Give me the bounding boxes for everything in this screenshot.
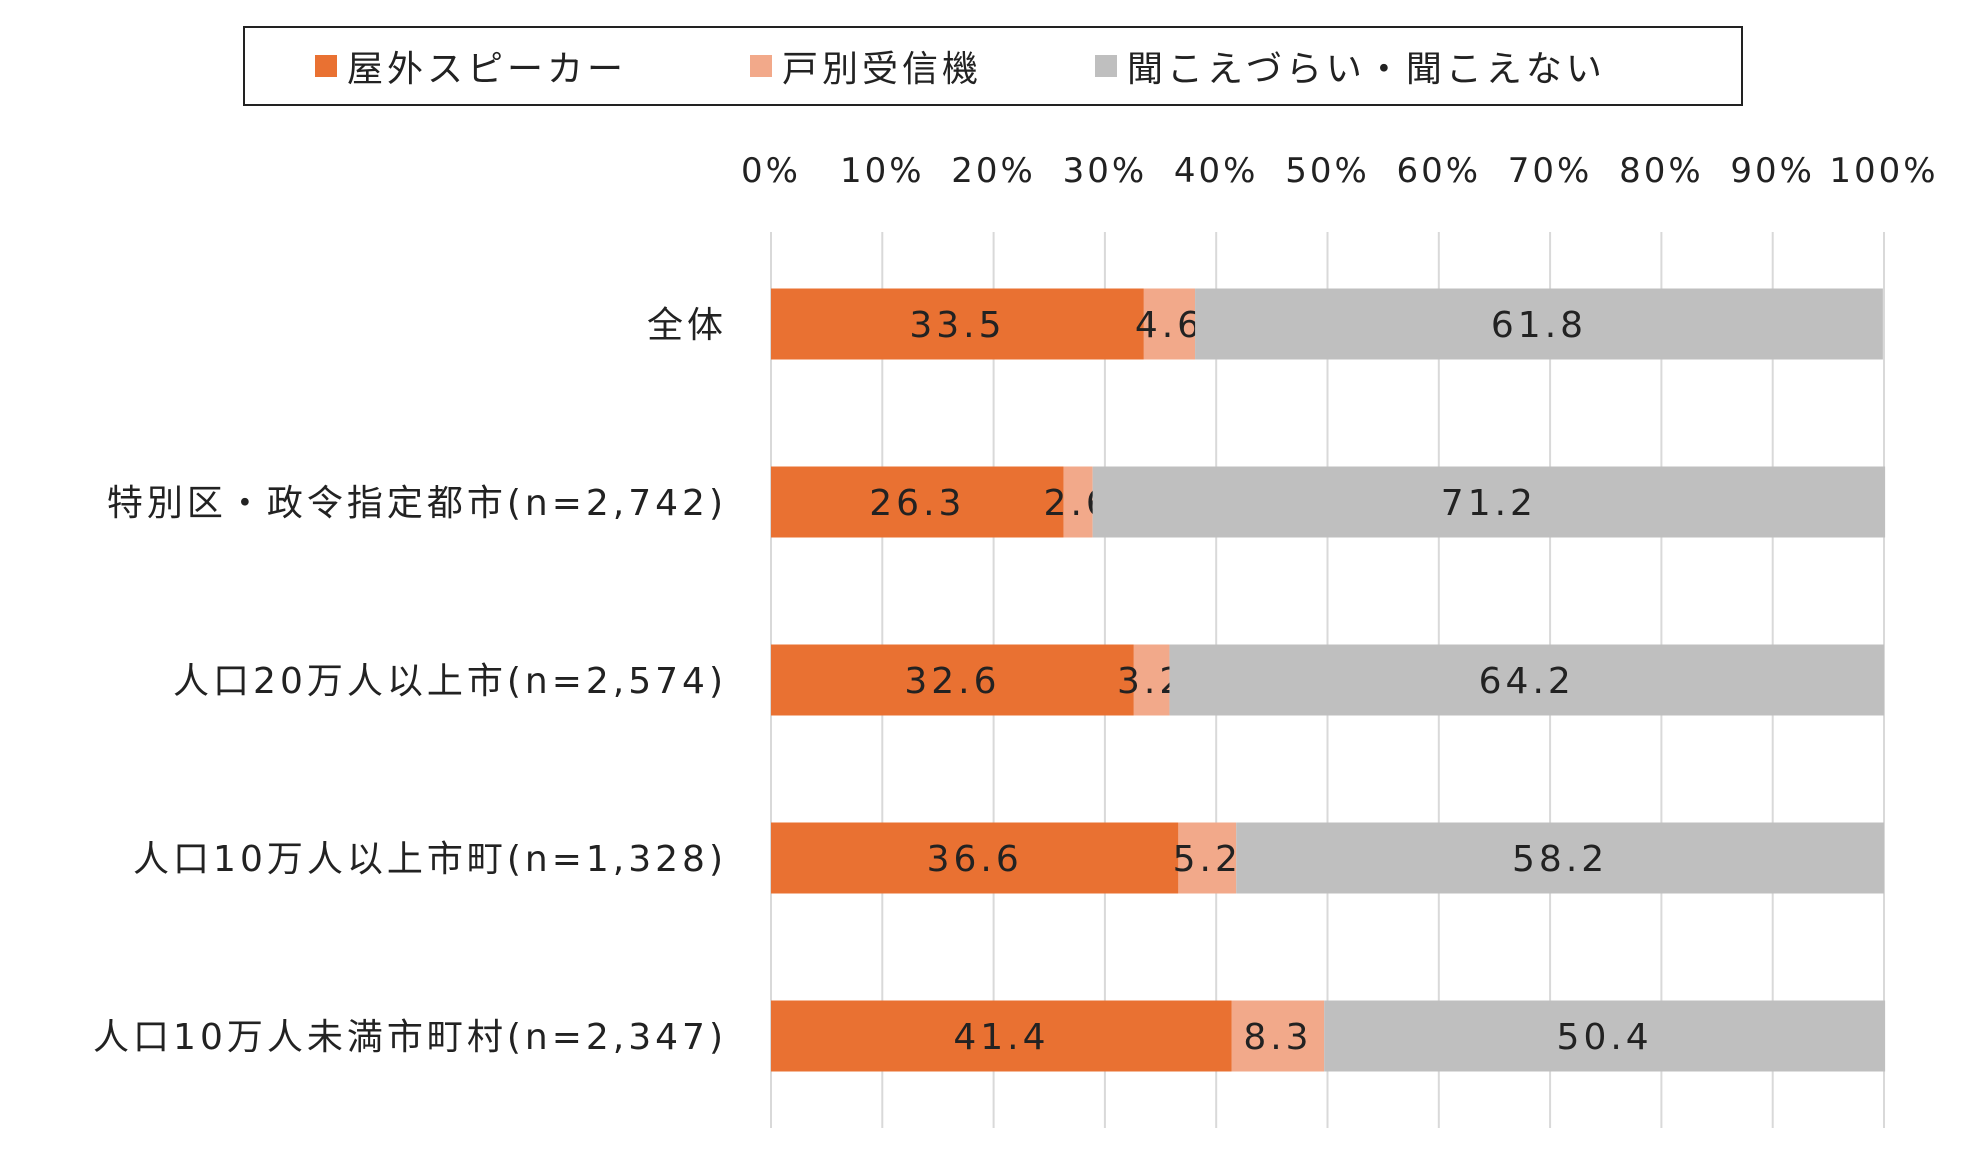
legend-item-hard-to-hear: 聞こえづらい・聞こえない — [1095, 28, 1606, 104]
x-tick-label: 60% — [1397, 151, 1482, 191]
legend-label-home-receiver: 戸別受信機 — [782, 49, 983, 90]
legend-label-outdoor-speaker: 屋外スピーカー — [347, 49, 628, 90]
x-tick-label: 10% — [840, 151, 925, 191]
data-label: 71.2 — [1441, 483, 1537, 524]
legend-swatch-outdoor-speaker — [315, 55, 337, 77]
data-label: 26.3 — [869, 483, 965, 524]
legend: 屋外スピーカー 戸別受信機 聞こえづらい・聞こえない — [243, 26, 1743, 106]
bar-segment — [771, 466, 1064, 538]
category-label: 人口10万人以上市町(n=1,328) — [133, 839, 727, 880]
legend-swatch-hard-to-hear — [1095, 55, 1117, 77]
bar-segment — [771, 288, 1144, 360]
category-label: 特別区・政令指定都市(n=2,742) — [107, 483, 727, 524]
legend-swatch-home-receiver — [750, 55, 772, 77]
data-label: 5.2 — [1173, 839, 1242, 880]
data-label: 50.4 — [1557, 1017, 1653, 1058]
bar-segment — [1178, 822, 1237, 894]
data-label: 33.5 — [909, 305, 1005, 346]
data-label: 58.2 — [1512, 839, 1608, 880]
category-label: 人口20万人以上市(n=2,574) — [173, 661, 727, 702]
x-tick-label: 100% — [1829, 151, 1938, 191]
data-label: 41.4 — [953, 1017, 1049, 1058]
x-tick-label: 0% — [741, 151, 801, 191]
bar-segment — [1195, 288, 1883, 360]
bar-segment — [771, 822, 1179, 894]
bar-segment — [771, 644, 1134, 716]
data-label: 36.6 — [927, 839, 1023, 880]
category-label: 全体 — [647, 305, 727, 346]
data-label: 4.6 — [1135, 305, 1204, 346]
bar-segment — [1063, 466, 1093, 538]
bar-segment — [1092, 466, 1886, 538]
bar-segment — [1324, 1000, 1886, 1072]
bar-segment — [1143, 288, 1196, 360]
bar-segment — [1231, 1000, 1325, 1072]
bar-segment — [1133, 644, 1170, 716]
bar-segment — [1169, 644, 1884, 716]
x-tick-label: 20% — [951, 151, 1036, 191]
bar-segment — [771, 1000, 1232, 1072]
legend-item-outdoor-speaker: 屋外スピーカー — [315, 28, 627, 104]
x-tick-label: 40% — [1174, 151, 1259, 191]
x-tick-label: 50% — [1285, 151, 1370, 191]
x-tick-label: 80% — [1619, 151, 1704, 191]
data-label: 61.8 — [1491, 305, 1587, 346]
x-tick-label: 70% — [1508, 151, 1593, 191]
x-tick-label: 30% — [1063, 151, 1148, 191]
legend-item-home-receiver: 戸別受信機 — [750, 28, 982, 104]
legend-label-hard-to-hear: 聞こえづらい・聞こえない — [1127, 49, 1606, 90]
x-tick-label: 90% — [1730, 151, 1815, 191]
data-label: 32.6 — [904, 661, 1000, 702]
bar-segment — [1236, 822, 1884, 894]
data-label: 8.3 — [1243, 1017, 1312, 1058]
category-label: 人口10万人未満市町村(n=2,347) — [93, 1017, 727, 1058]
data-label: 64.2 — [1479, 661, 1575, 702]
